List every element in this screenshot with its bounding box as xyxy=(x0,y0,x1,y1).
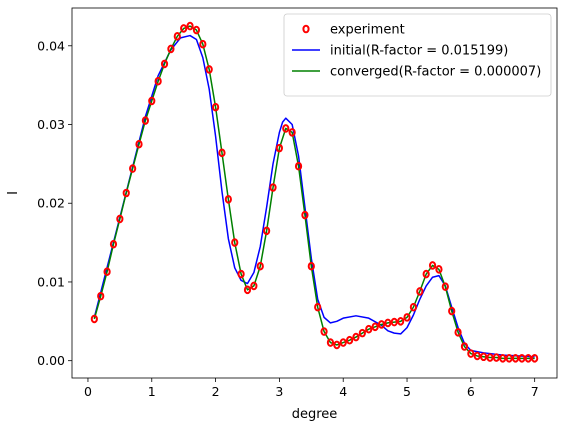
experiment-point xyxy=(416,287,424,296)
experiment-point xyxy=(173,32,181,41)
experiment-point xyxy=(365,324,373,334)
experiment-point xyxy=(371,322,379,332)
experiment-point xyxy=(116,214,124,224)
experiment-point xyxy=(492,353,500,362)
experiment-point xyxy=(435,265,443,274)
experiment-point xyxy=(263,226,271,236)
experiment-point xyxy=(531,354,539,363)
experiment-point xyxy=(422,269,430,279)
experiment-point xyxy=(326,338,335,347)
experiment-point xyxy=(237,269,245,279)
experiment-point xyxy=(154,76,162,86)
experiment-point xyxy=(231,238,239,247)
experiment-point xyxy=(90,314,98,324)
experiment-point xyxy=(122,188,130,198)
experiment-point xyxy=(301,210,309,220)
experiment-point xyxy=(199,39,207,49)
ticks: 0 1 2 3 4 5 6 7 0.00 0.01 0.02 0.03 0.04 xyxy=(37,38,538,399)
series-line-2 xyxy=(93,25,535,360)
y-tick-label: 0.04 xyxy=(37,38,65,53)
y-tick-label: 0.03 xyxy=(37,117,65,132)
y-tick-label: 0.02 xyxy=(37,196,65,211)
experiment-point xyxy=(103,267,111,277)
x-tick-label: 2 xyxy=(212,384,220,399)
y-tick-label: 0.00 xyxy=(37,353,65,368)
experiment-point xyxy=(314,302,322,312)
x-tick-label: 4 xyxy=(339,384,347,399)
plot-area xyxy=(90,21,539,363)
experiment-point xyxy=(320,327,328,336)
experiment-point xyxy=(97,291,105,301)
experiment-point xyxy=(205,65,213,74)
legend-box xyxy=(283,13,552,97)
experiment-point xyxy=(269,183,277,192)
series-line-1 xyxy=(93,34,535,358)
experiment-point xyxy=(473,351,481,361)
experiment-point xyxy=(486,353,494,362)
experiment-point xyxy=(518,354,526,363)
experiment-point xyxy=(211,102,220,112)
experiment-point xyxy=(109,239,118,249)
experiment-point xyxy=(505,354,513,363)
experiment-point xyxy=(409,302,418,312)
experiment-point xyxy=(256,261,264,271)
experiment-point xyxy=(192,25,201,35)
experiment-point xyxy=(511,354,520,363)
experiment-point xyxy=(218,148,226,158)
x-tick-label: 6 xyxy=(467,384,475,399)
experiment-point xyxy=(352,332,360,342)
experiment-point xyxy=(250,281,258,291)
legend-label-2: converged(R-factor = 0.000007) xyxy=(330,65,541,80)
experiment-point xyxy=(346,335,354,345)
experiment-point xyxy=(467,349,475,358)
experiment-point xyxy=(307,261,315,271)
x-tick-label: 1 xyxy=(148,384,156,399)
legend-marker xyxy=(302,24,310,34)
experiment-point xyxy=(275,143,283,153)
experiment-point xyxy=(294,161,303,171)
x-tick-label: 7 xyxy=(531,384,539,399)
experiment-point xyxy=(403,313,411,322)
experiment-point xyxy=(460,342,469,351)
experiment-point xyxy=(333,340,341,350)
experiment-point xyxy=(428,261,437,270)
experiment-point xyxy=(160,59,169,69)
x-tick-label: 5 xyxy=(403,384,411,399)
experiment-point xyxy=(180,24,188,33)
experiment-point xyxy=(282,124,290,133)
axes-frame xyxy=(71,7,558,379)
experiment-point xyxy=(480,352,488,362)
experiment-point xyxy=(288,128,296,137)
y-axis-label: I xyxy=(6,191,21,195)
experiment-point xyxy=(129,164,137,173)
experiment-point xyxy=(499,354,507,363)
y-tick-label: 0.01 xyxy=(37,274,65,289)
experiment-point xyxy=(243,285,252,295)
legend: experiment initial(R-factor = 0.015199) co… xyxy=(283,13,552,97)
experiment-point xyxy=(397,317,405,326)
experiment-point xyxy=(358,328,366,338)
experiment-point xyxy=(377,320,386,329)
x-tick-label: 3 xyxy=(275,384,283,399)
experiment-point xyxy=(448,306,456,316)
experiment-point xyxy=(186,21,194,31)
experiment-point xyxy=(224,195,232,204)
x-tick-label: 0 xyxy=(84,384,92,399)
experiment-point xyxy=(524,354,532,363)
legend-label-1: initial(R-factor = 0.015199) xyxy=(330,44,508,59)
experiment-point xyxy=(148,96,156,106)
experiment-point xyxy=(167,44,175,54)
x-axis-label: degree xyxy=(292,407,338,422)
legend-label-0: experiment xyxy=(330,23,405,38)
experiment-point xyxy=(384,318,392,328)
experiment-point xyxy=(390,317,398,327)
experiment-point xyxy=(135,139,143,149)
experiment-point xyxy=(141,116,149,125)
experiment-point xyxy=(454,328,462,337)
experiment-point xyxy=(339,338,347,347)
experiment-point xyxy=(441,282,449,291)
